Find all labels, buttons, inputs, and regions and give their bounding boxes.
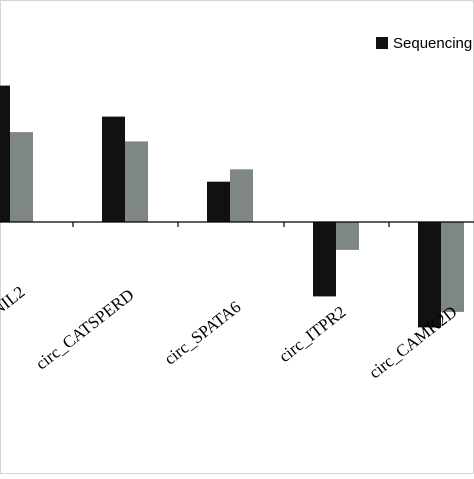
bar-series1-circ-catsperd	[102, 116, 125, 222]
category-labels: NIL2 circ_CATSPERD circ_SPATA6 circ_ITPR2 ci…	[0, 282, 460, 382]
x-tick-label-3: circ_SPATA6	[161, 297, 245, 368]
bar-series2-circ-kiaa1109-gapvd1-maml2	[10, 132, 33, 222]
x-tick-label-4: circ_ITPR2	[275, 302, 349, 366]
legend-swatch-sequencing	[376, 37, 388, 49]
bar-series2-circ-catsperd	[125, 141, 148, 222]
bar-series2-circ-camk2d	[441, 222, 464, 312]
bars-group	[0, 85, 464, 328]
legend-label-sequencing: Sequencing	[393, 35, 472, 52]
x-axis-ticks	[72, 222, 390, 227]
x-tick-label-5: circ_CAMK2D	[365, 302, 460, 382]
bar-series1-circ-itpr2	[313, 222, 336, 297]
bar-series1-circ-kiaa1109-gapvd1-maml2	[0, 85, 10, 222]
x-tick-label-1: NIL2	[0, 282, 28, 320]
bar-series2-circ-itpr2	[336, 222, 359, 250]
bar-series1-circ-camk2d	[418, 222, 441, 328]
bar-series1-circ-spata6	[207, 181, 230, 222]
x-tick-label-2: circ_CATSPERD	[32, 285, 137, 373]
bar-series2-circ-spata6	[230, 169, 253, 222]
legend: Sequencing	[376, 35, 472, 52]
